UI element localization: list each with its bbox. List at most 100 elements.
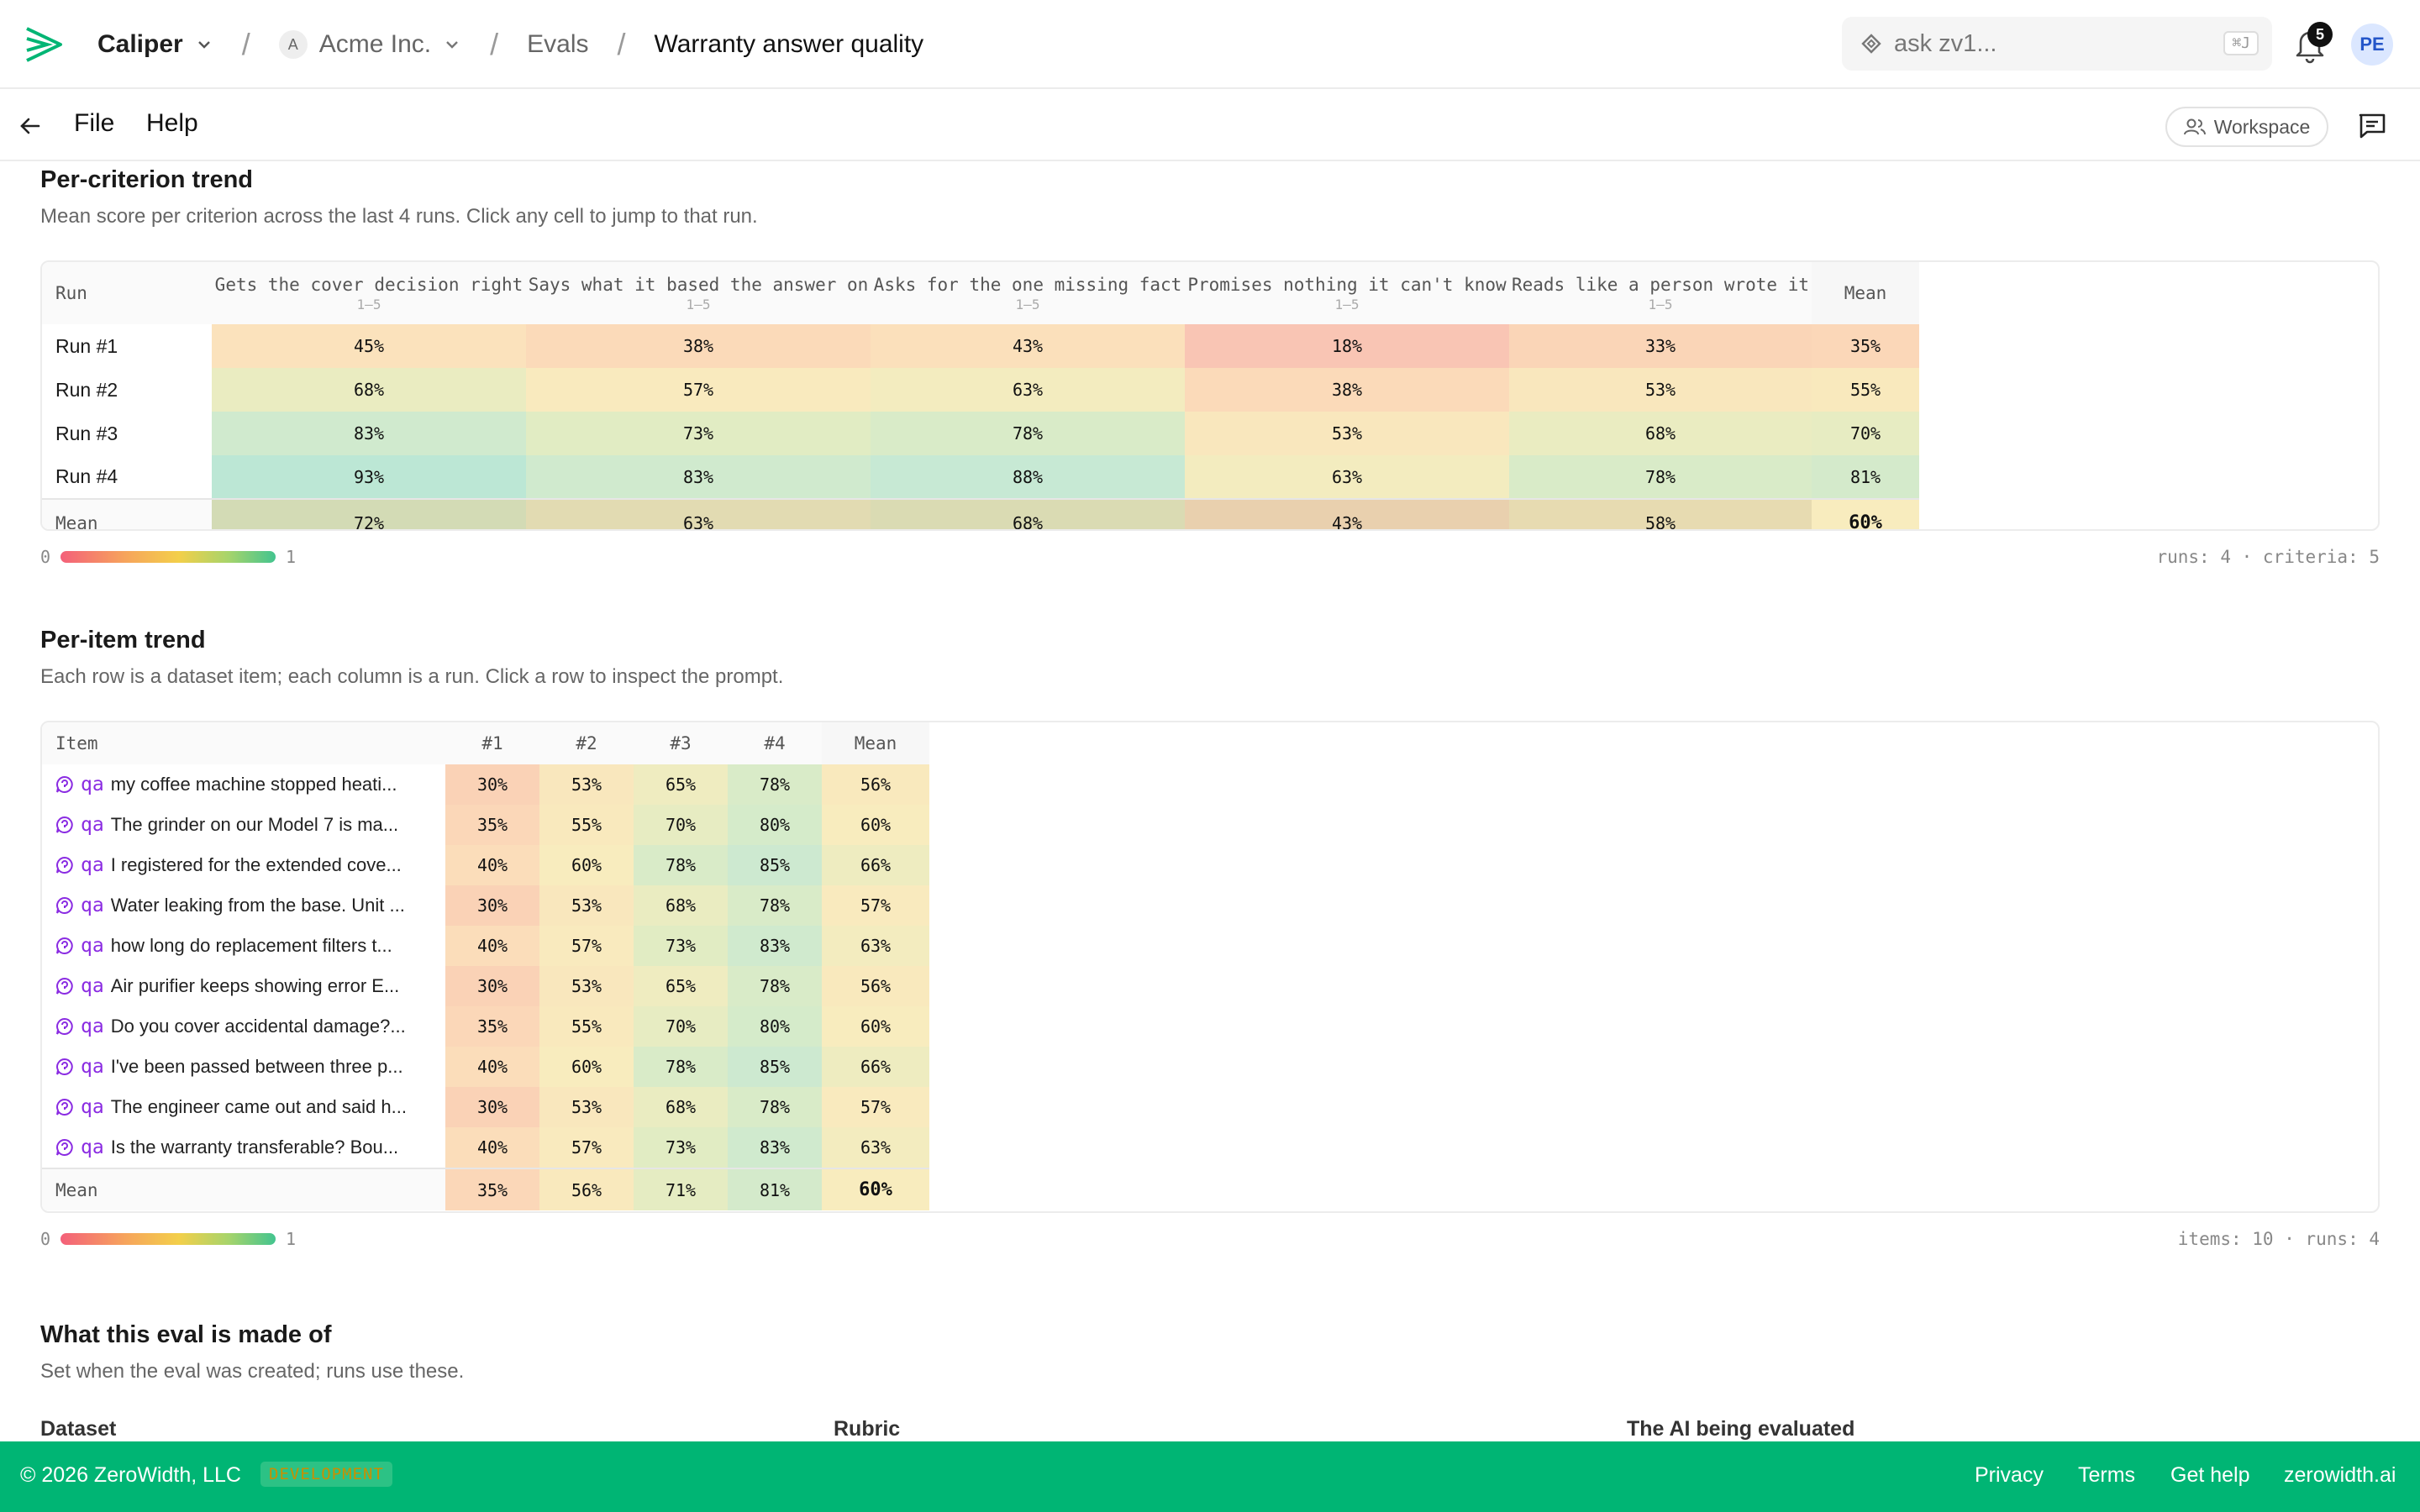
heatmap-cell[interactable]: 78% [871, 412, 1185, 455]
heatmap-cell[interactable]: 53% [539, 966, 634, 1006]
item-type-tag: qa [81, 1016, 104, 1037]
run-label: Run #2 [42, 368, 212, 412]
heatmap-cell[interactable]: 38% [1185, 368, 1509, 412]
legend-max: 1 [286, 1229, 297, 1249]
heatmap-cell[interactable]: 53% [539, 764, 634, 805]
heatmap-cell[interactable]: 53% [1509, 368, 1812, 412]
heatmap-cell[interactable]: 78% [728, 966, 822, 1006]
heatmap-cell[interactable]: 60% [539, 1047, 634, 1087]
heatmap-cell[interactable]: 57% [539, 1127, 634, 1168]
heatmap-cell[interactable]: 73% [526, 412, 871, 455]
heatmap-cell[interactable]: 83% [212, 412, 526, 455]
chat-bubble-icon [56, 1058, 73, 1075]
heatmap-cell[interactable]: 78% [728, 764, 822, 805]
heatmap-cell[interactable]: 85% [728, 845, 822, 885]
heatmap-cell[interactable]: 33% [1509, 324, 1812, 368]
heatmap-cell[interactable]: 88% [871, 455, 1185, 499]
heatmap-cell[interactable]: 43% [871, 324, 1185, 368]
heatmap-cell[interactable]: 73% [634, 1127, 728, 1168]
heatmap-cell[interactable]: 35% [445, 805, 539, 845]
heatmap-cell[interactable]: 65% [634, 764, 728, 805]
heatmap-cell[interactable]: 80% [728, 805, 822, 845]
heatmap-cell[interactable]: 83% [728, 926, 822, 966]
heatmap-cell[interactable]: 78% [1509, 455, 1812, 499]
heatmap-cell[interactable]: 30% [445, 1087, 539, 1127]
users-icon [2183, 118, 2206, 135]
heatmap-cell[interactable]: 57% [539, 926, 634, 966]
heatmap-cell[interactable]: 63% [1185, 455, 1509, 499]
heatmap-cell[interactable]: 83% [728, 1127, 822, 1168]
heatmap-cell[interactable]: 53% [539, 1087, 634, 1127]
item-row[interactable]: qa I've been passed between three p... 40%… [42, 1047, 929, 1087]
user-avatar[interactable]: PE [2351, 24, 2393, 66]
item-text: Water leaking from the base. Unit ... [110, 895, 405, 916]
heatmap-cell[interactable]: 40% [445, 1047, 539, 1087]
heatmap-cell[interactable]: 53% [1185, 412, 1509, 455]
item-row[interactable]: qa Is the warranty transferable? Bou... 40… [42, 1127, 929, 1168]
item-row[interactable]: qa how long do replacement filters t... 40… [42, 926, 929, 966]
item-row[interactable]: qa I registered for the extended cove... 4… [42, 845, 929, 885]
menu-file[interactable]: File [74, 109, 115, 137]
heatmap-cell[interactable]: 55% [539, 1006, 634, 1047]
org-switcher[interactable]: A Acme Inc. [278, 30, 461, 59]
caliper-logo-icon[interactable] [22, 22, 67, 67]
heatmap-cell[interactable]: 65% [634, 966, 728, 1006]
item-row[interactable]: qa Do you cover accidental damage?... 35% 5… [42, 1006, 929, 1047]
heatmap-cell[interactable]: 53% [539, 885, 634, 926]
heatmap-cell[interactable]: 78% [634, 845, 728, 885]
back-arrow-icon[interactable] [17, 113, 44, 139]
heatmap-cell[interactable]: 93% [212, 455, 526, 499]
heatmap-cell[interactable]: 40% [445, 1127, 539, 1168]
chat-bubble-icon [56, 977, 73, 995]
chevron-down-icon [197, 41, 210, 49]
item-row[interactable]: qa The grinder on our Model 7 is ma... 35%… [42, 805, 929, 845]
heatmap-cell[interactable]: 68% [634, 885, 728, 926]
heatmap-cell[interactable]: 78% [634, 1047, 728, 1087]
heatmap-cell[interactable]: 55% [539, 805, 634, 845]
heatmap-cell[interactable]: 78% [728, 885, 822, 926]
heatmap-cell[interactable]: 38% [526, 324, 871, 368]
heatmap-cell[interactable]: 57% [526, 368, 871, 412]
item-row[interactable]: qa Air purifier keeps showing error E... 3… [42, 966, 929, 1006]
item-heatmap: Item #1 #2 #3 #4 Mean qa my coffee machin… [42, 722, 929, 1210]
app-switcher[interactable]: Caliper [97, 30, 213, 59]
heatmap-cell[interactable]: 40% [445, 926, 539, 966]
heatmap-cell[interactable]: 85% [728, 1047, 822, 1087]
heatmap-cell[interactable]: 68% [1509, 412, 1812, 455]
heatmap-cell[interactable]: 68% [634, 1087, 728, 1127]
item-row[interactable]: qa Water leaking from the base. Unit ... 3… [42, 885, 929, 926]
menu-help[interactable]: Help [146, 109, 198, 137]
heatmap-cell[interactable]: 70% [634, 805, 728, 845]
breadcrumb-evals-link[interactable]: Evals [527, 30, 589, 58]
chat-icon[interactable] [2358, 113, 2386, 139]
workspace-button[interactable]: Workspace [2165, 107, 2328, 147]
item-row[interactable]: qa my coffee machine stopped heati... 30% 5… [42, 764, 929, 805]
heatmap-cell[interactable]: 18% [1185, 324, 1509, 368]
terms-link[interactable]: Terms [2078, 1463, 2136, 1487]
heatmap-cell[interactable]: 63% [871, 368, 1185, 412]
get-help-link[interactable]: Get help [2170, 1463, 2250, 1487]
heatmap-cell[interactable]: 30% [445, 764, 539, 805]
heatmap-cell[interactable]: 70% [634, 1006, 728, 1047]
heatmap-cell[interactable]: 78% [728, 1087, 822, 1127]
item-row[interactable]: qa The engineer came out and said h... 30%… [42, 1087, 929, 1127]
app-name: Caliper [97, 30, 183, 58]
heatmap-cell[interactable]: 73% [634, 926, 728, 966]
heatmap-cell[interactable]: 83% [526, 455, 871, 499]
heatmap-cell[interactable]: 30% [445, 885, 539, 926]
legend-max: 1 [286, 547, 297, 567]
column-mean-cell: 63% [526, 499, 871, 529]
item-text: The engineer came out and said h... [110, 1096, 407, 1117]
heatmap-cell[interactable]: 80% [728, 1006, 822, 1047]
search-box[interactable]: ask zv1... ⌘J [1842, 17, 2272, 71]
mean-column-header: Mean [822, 722, 929, 764]
heatmap-cell[interactable]: 60% [539, 845, 634, 885]
heatmap-cell[interactable]: 45% [212, 324, 526, 368]
heatmap-cell[interactable]: 68% [212, 368, 526, 412]
item-type-tag: qa [81, 814, 104, 836]
heatmap-cell[interactable]: 40% [445, 845, 539, 885]
privacy-link[interactable]: Privacy [1975, 1463, 2044, 1487]
zerowidth-link[interactable]: zerowidth.ai [2284, 1463, 2396, 1487]
heatmap-cell[interactable]: 35% [445, 1006, 539, 1047]
heatmap-cell[interactable]: 30% [445, 966, 539, 1006]
